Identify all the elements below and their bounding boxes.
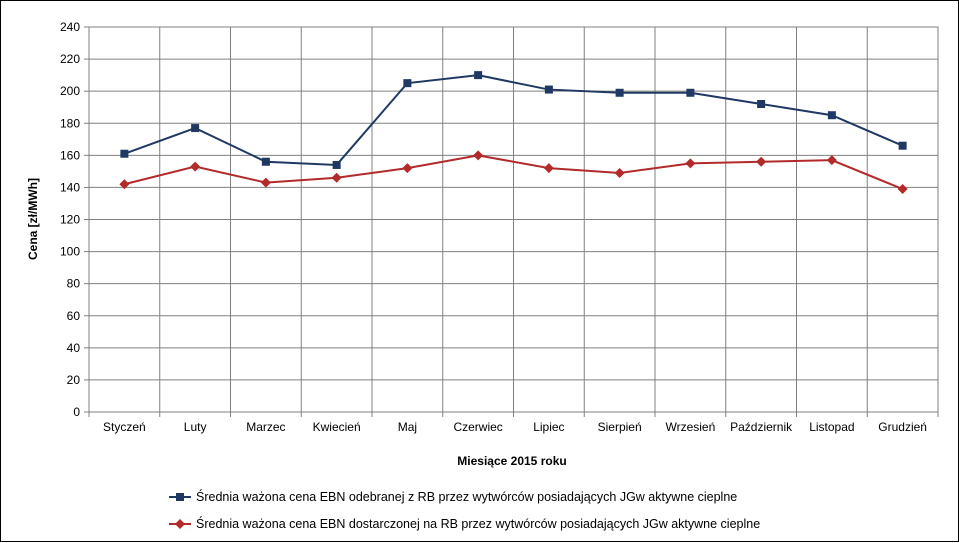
y-tick-label: 100 (60, 245, 80, 259)
data-point (119, 179, 130, 190)
x-tick-label: Maj (398, 420, 417, 434)
y-tick-label: 220 (60, 52, 80, 66)
data-point (402, 163, 413, 174)
data-point (615, 88, 624, 97)
data-point (897, 184, 908, 195)
data-point (686, 88, 695, 97)
y-tick-label: 200 (60, 84, 80, 98)
x-tick-label: Luty (184, 420, 207, 434)
data-point (190, 161, 201, 172)
data-point (332, 160, 341, 169)
x-tick-label: Kwiecień (313, 420, 361, 434)
y-tick-label: 80 (67, 277, 81, 291)
legend-label: Średnia ważona cena EBN dostarczonej na … (196, 516, 760, 531)
data-point (685, 158, 696, 169)
y-tick-label: 160 (60, 148, 80, 162)
data-point (756, 156, 767, 167)
data-point (826, 155, 837, 166)
y-tick-label: 140 (60, 180, 80, 194)
y-tick-label: 20 (67, 373, 81, 387)
y-tick-label: 60 (67, 309, 81, 323)
y-axis-ticks: 0 20 40 60 80 100 120 140 160 180 200 220 240 (60, 20, 89, 419)
data-point (474, 71, 483, 80)
data-point (757, 100, 766, 108)
legend-marker (175, 519, 185, 529)
data-point (191, 124, 200, 133)
x-tick-label: Sierpień (598, 420, 642, 434)
y-tick-label: 120 (60, 213, 80, 227)
series-line (124, 74, 904, 166)
y-tick-label: 0 (73, 405, 80, 419)
y-axis-title: Cena [zł/MWh] (26, 178, 40, 260)
legend-marker (176, 493, 184, 501)
data-point (473, 150, 484, 161)
data-point (261, 157, 270, 166)
data-point (120, 149, 129, 158)
y-tick-label: 180 (60, 116, 80, 130)
x-tick-label: Lipiec (533, 420, 564, 434)
data-point (543, 163, 554, 174)
series-layer (119, 71, 908, 195)
x-axis-ticks: Styczeń Luty Marzec Kwiecień Maj Czerwiec Lipi… (88, 412, 939, 434)
legend: Średnia ważona cena EBN odebranej z RB p… (169, 489, 760, 531)
series-line (124, 154, 904, 190)
data-point (614, 167, 625, 178)
y-tick-label: 40 (67, 341, 81, 355)
x-tick-label: Październik (730, 420, 793, 434)
series-2 (119, 150, 908, 195)
data-point (260, 177, 271, 188)
data-point (827, 111, 836, 120)
y-tick-label: 240 (60, 20, 80, 34)
data-point (898, 141, 907, 150)
legend-label: Średnia ważona cena EBN odebranej z RB p… (196, 489, 737, 504)
x-tick-label: Czerwiec (453, 420, 502, 434)
legend-item-2: Średnia ważona cena EBN dostarczonej na … (169, 516, 760, 531)
x-tick-label: Marzec (246, 420, 285, 434)
data-point (403, 79, 412, 88)
x-axis-title: Miesiące 2015 roku (457, 454, 566, 468)
legend-item-1: Średnia ważona cena EBN odebranej z RB p… (169, 489, 737, 504)
data-point (331, 172, 342, 183)
x-tick-label: Styczeń (103, 420, 146, 434)
series-1 (120, 71, 907, 169)
x-tick-label: Listopad (809, 420, 854, 434)
data-point (544, 85, 553, 94)
grid (88, 26, 939, 413)
x-tick-label: Wrzesień (665, 420, 715, 434)
x-tick-label: Grudzień (878, 420, 927, 434)
